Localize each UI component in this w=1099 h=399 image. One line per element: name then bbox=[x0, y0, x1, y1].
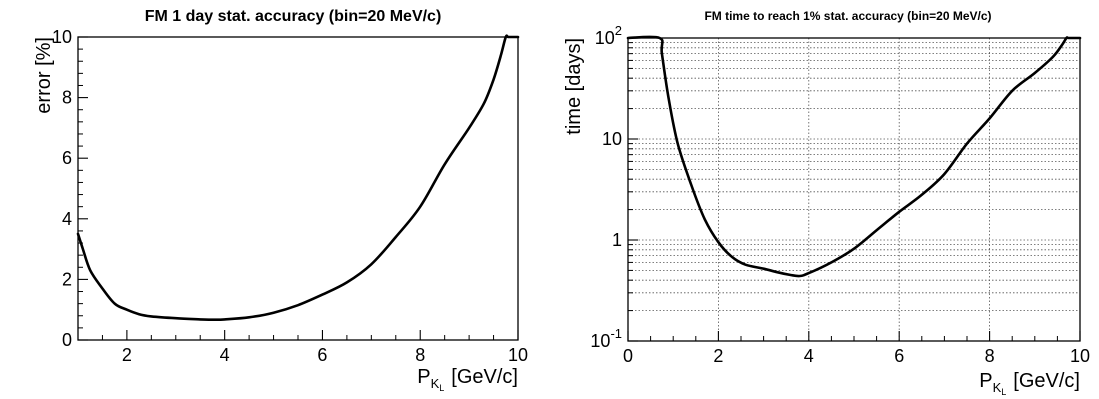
grid-lines bbox=[628, 38, 1080, 341]
y-tick-label-base: 10 bbox=[602, 129, 622, 149]
x-tick-label: 4 bbox=[220, 345, 230, 365]
x-tick-label: 6 bbox=[317, 345, 327, 365]
x-tick-labels: 0 2 4 6 8 10 bbox=[623, 346, 1090, 366]
x-axis-label: PKL [GeV/c] bbox=[417, 366, 518, 393]
series-line bbox=[626, 35, 1082, 278]
x-axis-label-unit: [GeV/c] bbox=[1013, 370, 1080, 392]
x-axis-label-subscript: K bbox=[993, 380, 1002, 395]
x-axis-label-subsubscript: L bbox=[439, 383, 444, 393]
x-tick-label: 8 bbox=[985, 346, 995, 366]
y-tick-label: 4 bbox=[62, 209, 72, 229]
y-tick-label: 10 bbox=[52, 27, 72, 47]
x-tick-label: 0 bbox=[623, 346, 633, 366]
y-tick-label: 10 bbox=[602, 129, 622, 149]
y-tick-label: 1 bbox=[612, 230, 622, 250]
y-axis-label: time [days] bbox=[563, 38, 585, 135]
y-tick-label: 2 bbox=[62, 269, 72, 289]
y-tick-label: 10-1 bbox=[590, 326, 622, 351]
tick-marks bbox=[77, 36, 519, 341]
y-tick-label-base: 10 bbox=[590, 331, 610, 351]
x-axis-label-symbol: P bbox=[979, 370, 992, 392]
x-tick-label: 6 bbox=[894, 346, 904, 366]
series-line bbox=[76, 34, 520, 322]
y-tick-label: 6 bbox=[62, 148, 72, 168]
x-axis-label: PKL [GeV/c] bbox=[979, 370, 1080, 397]
chart-error-vs-momentum: FM 1 day stat. accuracy (bin=20 MeV/c) 2… bbox=[33, 8, 528, 393]
x-axis-label-subscript: K bbox=[431, 376, 440, 391]
x-tick-label: 10 bbox=[1070, 346, 1090, 366]
chart-title: FM 1 day stat. accuracy (bin=20 MeV/c) bbox=[145, 8, 442, 25]
y-tick-label-base: 1 bbox=[612, 230, 622, 250]
y-tick-label-exponent: 2 bbox=[615, 23, 622, 38]
x-tick-label: 4 bbox=[804, 346, 814, 366]
x-axis-label-unit: [GeV/c] bbox=[451, 366, 518, 388]
y-tick-label-exponent: -1 bbox=[610, 326, 622, 341]
y-axis-label: error [%] bbox=[33, 37, 55, 114]
x-tick-label: 10 bbox=[508, 345, 528, 365]
x-axis-label-subsubscript: L bbox=[1001, 387, 1006, 397]
series-lines bbox=[76, 34, 520, 322]
plot-frame bbox=[77, 36, 519, 341]
chart-title: FM time to reach 1% stat. accuracy (bin=… bbox=[704, 9, 991, 23]
x-tick-label: 8 bbox=[415, 345, 425, 365]
y-tick-label-base: 10 bbox=[595, 28, 615, 48]
y-tick-label: 102 bbox=[595, 23, 622, 48]
y-tick-labels: 0 2 4 6 8 10 bbox=[52, 27, 72, 350]
series-lines bbox=[626, 35, 1082, 278]
x-tick-labels: 2 4 6 8 10 bbox=[122, 345, 528, 365]
tick-marks bbox=[627, 37, 1081, 342]
x-axis-label-symbol: P bbox=[417, 366, 430, 388]
y-tick-label: 8 bbox=[62, 88, 72, 108]
chart-time-vs-momentum: FM time to reach 1% stat. accuracy (bin=… bbox=[563, 9, 1090, 397]
plot-frame bbox=[627, 37, 1081, 342]
x-tick-label: 2 bbox=[713, 346, 723, 366]
x-tick-label: 2 bbox=[122, 345, 132, 365]
y-tick-label: 0 bbox=[62, 330, 72, 350]
